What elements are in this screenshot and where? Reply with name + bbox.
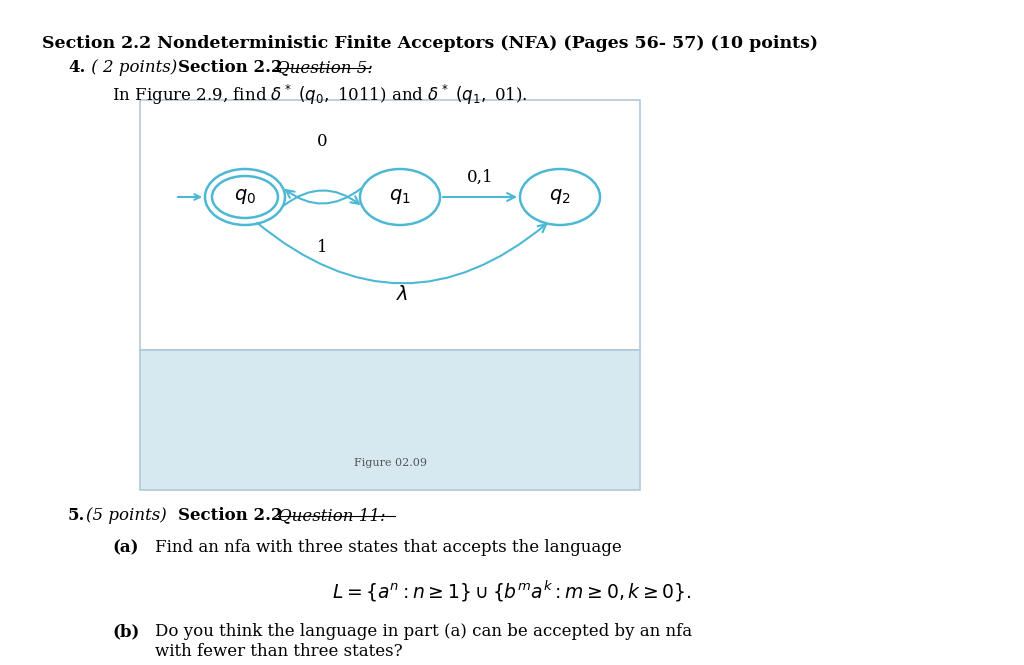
- Text: 1: 1: [317, 239, 328, 255]
- Text: $q_0$: $q_0$: [233, 188, 256, 207]
- Text: (5 points): (5 points): [86, 507, 167, 524]
- Text: Question 11:: Question 11:: [278, 507, 386, 524]
- Text: 0: 0: [317, 132, 328, 150]
- Text: Section 2.2: Section 2.2: [178, 59, 283, 76]
- Text: $q_2$: $q_2$: [549, 188, 570, 207]
- Text: 4.: 4.: [68, 59, 85, 76]
- Text: (a): (a): [112, 539, 138, 556]
- Text: ( 2 points): ( 2 points): [86, 59, 177, 76]
- Text: Figure 02.09: Figure 02.09: [353, 458, 427, 468]
- Text: Find an nfa with three states that accepts the language: Find an nfa with three states that accep…: [155, 539, 622, 556]
- Bar: [140, 350, 640, 490]
- Text: with fewer than three states?: with fewer than three states?: [155, 643, 402, 660]
- Text: In Figure 2.9, find $\delta^*$ $(q_0,$ 1011) and $\delta^*$ $(q_1,$ 01).: In Figure 2.9, find $\delta^*$ $(q_0,$ 1…: [112, 83, 527, 107]
- Text: Section 2.2 Nondeterministic Finite Acceptors (NFA) (Pages 56- 57) (10 points): Section 2.2 Nondeterministic Finite Acce…: [42, 35, 818, 52]
- Text: $L = \{a^n : n \geq 1\} \cup \left\{b^m a^k : m \geq 0, k \geq 0\right\}.$: $L = \{a^n : n \geq 1\} \cup \left\{b^m …: [333, 579, 691, 604]
- Text: $\lambda$: $\lambda$: [396, 285, 409, 305]
- Text: Do you think the language in part (a) can be accepted by an nfa: Do you think the language in part (a) ca…: [155, 623, 692, 640]
- Text: 0,1: 0,1: [467, 168, 494, 186]
- Text: (b): (b): [112, 623, 139, 640]
- Text: $q_1$: $q_1$: [389, 188, 411, 207]
- Text: 5.: 5.: [68, 507, 85, 524]
- Bar: [140, 100, 640, 350]
- Text: Section 2.2: Section 2.2: [178, 507, 283, 524]
- Text: Question 5:: Question 5:: [276, 59, 373, 76]
